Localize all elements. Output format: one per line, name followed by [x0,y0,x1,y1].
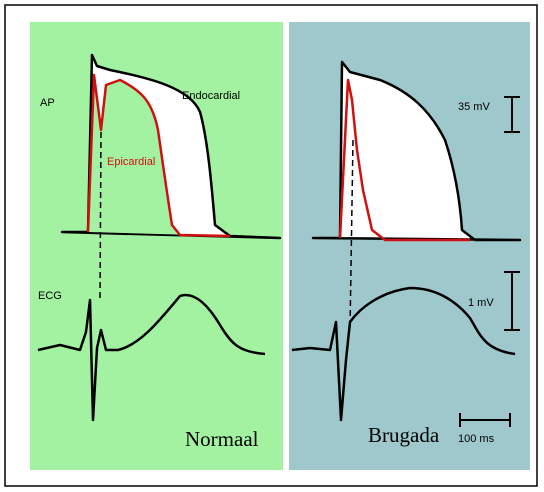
ap-scale-label: 35 mV [458,101,490,113]
ecg-scale-label: 1 mV [468,297,494,309]
brugada-ecg [291,286,516,422]
scale-bars [459,96,520,427]
brugada-title: Brugada [368,423,440,447]
normal-ecg [37,293,266,422]
endocardial-label: Endocardial [182,90,240,102]
normal-title: Normaal [185,427,259,451]
epicardial-label: Epicardial [107,156,155,168]
epicardial-ap [86,73,231,238]
dashed-line [99,131,102,301]
ap-label: AP [40,97,55,109]
dashed-line [349,139,354,331]
brugada-panel [289,22,530,470]
ecg-label: ECG [38,290,62,302]
epicardial-ap [338,78,470,242]
time-scale-label: 100 ms [458,433,495,445]
